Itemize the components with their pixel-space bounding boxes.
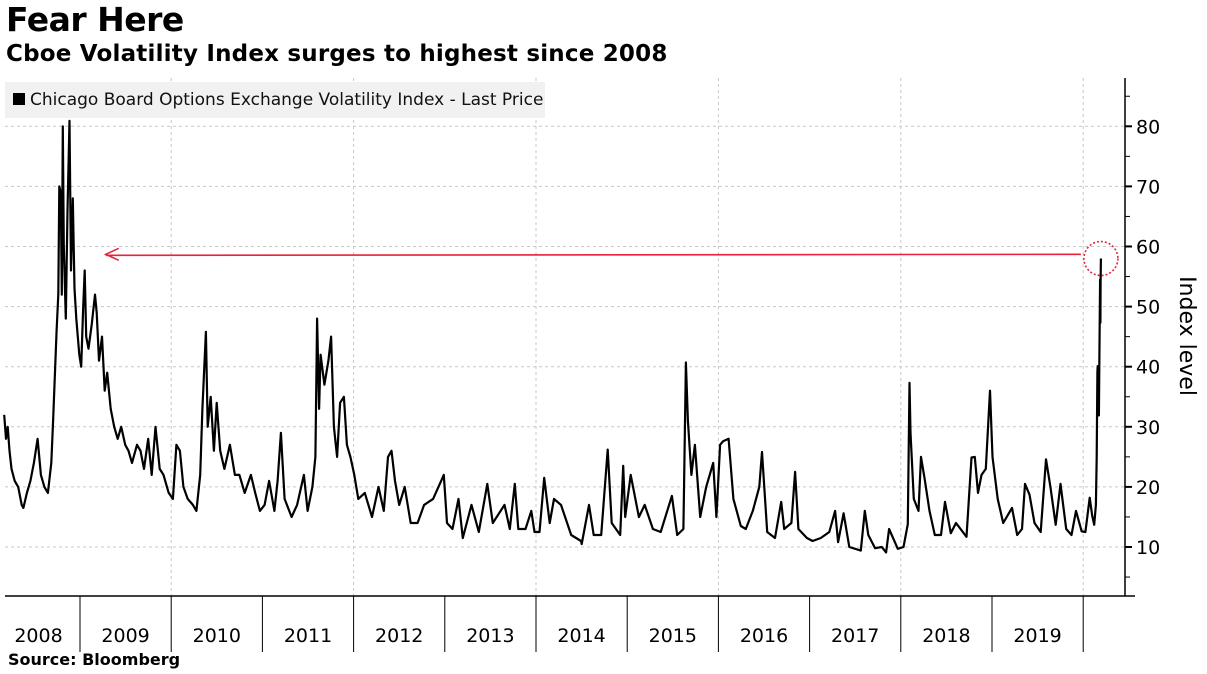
y-tick-label: 80 bbox=[1136, 116, 1160, 138]
axes: 10 20 30 40 50 60 70 80 2008 2009 2010 2011 2012 2013… bbox=[5, 78, 1160, 652]
annotation-circle bbox=[1083, 240, 1119, 277]
x-tick-label: 2012 bbox=[375, 625, 423, 647]
legend-swatch bbox=[13, 93, 25, 105]
x-tick-label: 2015 bbox=[649, 625, 697, 647]
annotation-arrowhead bbox=[103, 247, 120, 262]
y-tick-label: 70 bbox=[1136, 176, 1160, 198]
legend-box bbox=[5, 82, 545, 118]
x-tick-label: 2010 bbox=[193, 625, 241, 647]
y-tick-label: 40 bbox=[1136, 357, 1160, 379]
x-tick-label: 2019 bbox=[1013, 625, 1061, 647]
annotation bbox=[103, 240, 1119, 277]
y-tick-label: 10 bbox=[1136, 537, 1160, 559]
series-line-vix bbox=[3, 119, 1102, 554]
y-tick-label: 60 bbox=[1136, 237, 1160, 259]
chart-title: Fear Here bbox=[6, 0, 184, 39]
x-tick-label: 2014 bbox=[557, 625, 605, 647]
y-tick-label: 30 bbox=[1136, 417, 1160, 439]
source-note: Source: Bloomberg bbox=[8, 650, 181, 669]
x-tick-label: 2011 bbox=[284, 625, 332, 647]
y-axis-label: Index level bbox=[1174, 276, 1199, 396]
annotation-arrow-line bbox=[105, 253, 1081, 257]
grid bbox=[5, 78, 1125, 596]
x-tick-label: 2018 bbox=[922, 625, 970, 647]
x-tick-label: 2016 bbox=[740, 625, 788, 647]
y-tick-label: 50 bbox=[1136, 297, 1160, 319]
y-tick-label: 20 bbox=[1136, 477, 1160, 499]
x-tick-label: 2013 bbox=[466, 625, 514, 647]
x-tick-label: 2017 bbox=[831, 625, 879, 647]
x-tick-label: 2008 bbox=[14, 625, 62, 647]
x-tick-label: 2009 bbox=[101, 625, 149, 647]
legend-label: Chicago Board Options Exchange Volatilit… bbox=[30, 90, 543, 110]
chart-subtitle: Cboe Volatility Index surges to highest … bbox=[6, 41, 668, 67]
